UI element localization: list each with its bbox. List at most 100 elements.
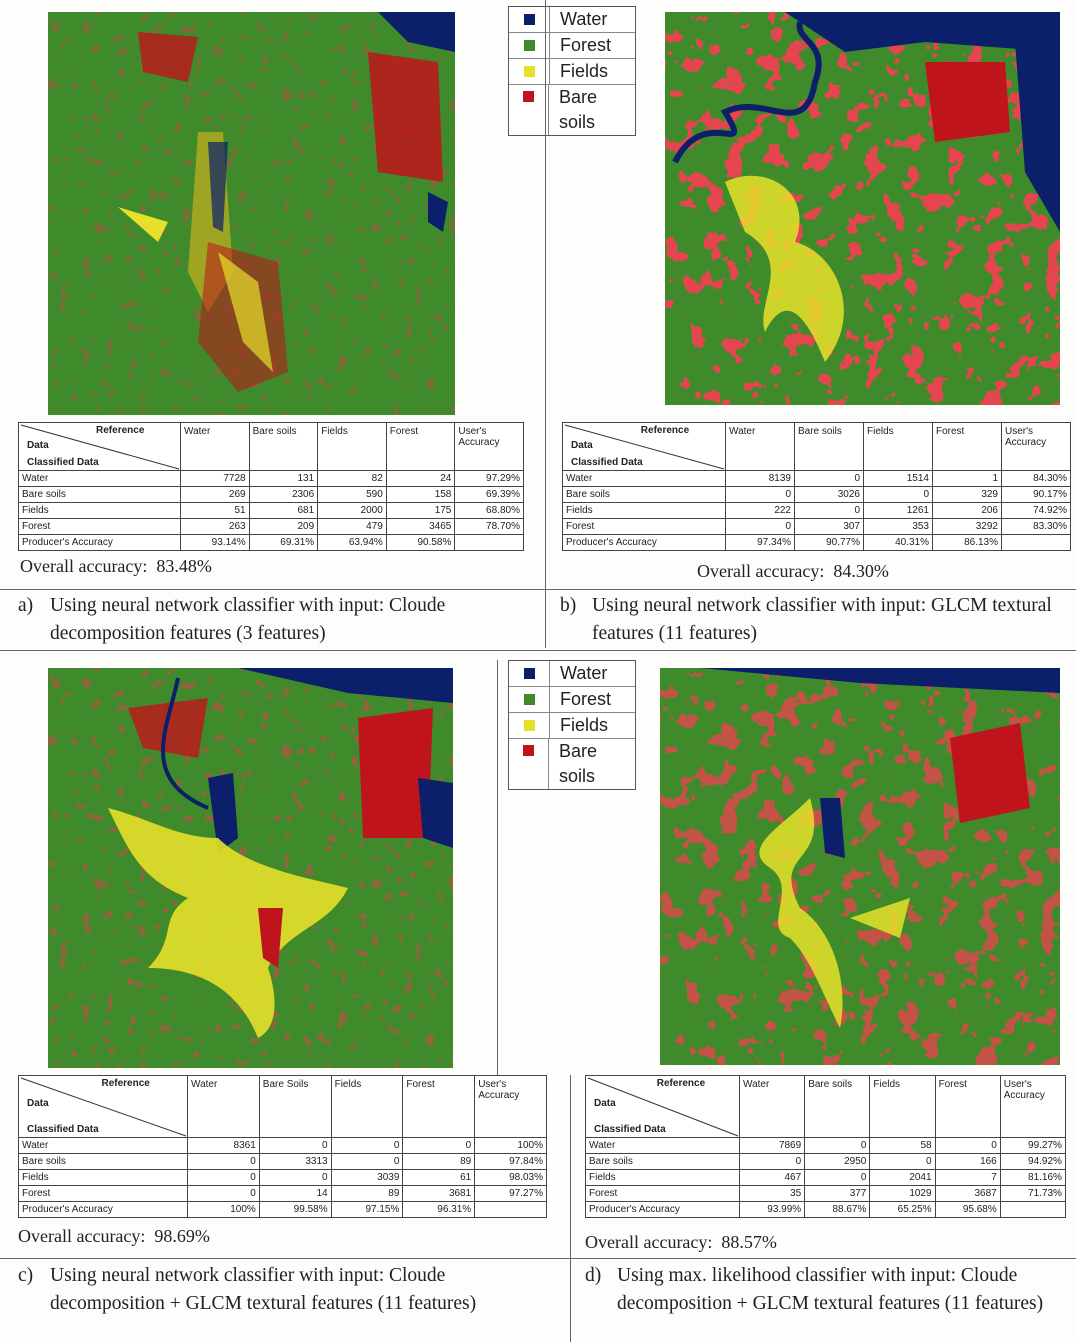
cell: 90.58% — [386, 535, 455, 551]
caption-label: d) — [585, 1262, 617, 1318]
divider — [570, 1075, 571, 1342]
cell: 65.25% — [870, 1202, 935, 1218]
header-row: ReferenceDataClassified DataWaterBare so… — [563, 423, 1071, 471]
empty-cell — [475, 1202, 547, 1218]
overall-accuracy: Overall accuracy: 88.57% — [585, 1232, 777, 1253]
header-reference: Reference — [641, 425, 689, 436]
row-label: Water — [19, 471, 181, 487]
table-row: Bare soils03026032990.17% — [563, 487, 1071, 503]
cell: 0 — [259, 1138, 331, 1154]
cell: 98.03% — [475, 1170, 547, 1186]
header-classified: Classified Data — [594, 1124, 666, 1135]
header-classified: Classified Data — [27, 1124, 99, 1135]
cell: 158 — [386, 487, 455, 503]
row-label: Fields — [586, 1170, 740, 1186]
column-header: Bare soils — [805, 1076, 870, 1138]
header-reference: Reference — [96, 425, 144, 436]
column-header: User's Accuracy — [475, 1076, 547, 1138]
cell: 0 — [188, 1154, 260, 1170]
row-label: Bare soils — [586, 1154, 740, 1170]
empty-cell — [1002, 535, 1071, 551]
legend-swatch — [523, 91, 534, 102]
row-label: Producer's Accuracy — [19, 1202, 188, 1218]
cell: 0 — [935, 1138, 1000, 1154]
row-label: Producer's Accuracy — [563, 535, 726, 551]
cell: 100% — [188, 1202, 260, 1218]
caption: b)Using neural network classifier with i… — [560, 592, 1072, 648]
cell: 74.92% — [1002, 503, 1071, 519]
column-header: User's Accuracy — [455, 423, 524, 471]
row-label: Producer's Accuracy — [586, 1202, 740, 1218]
cell: 7 — [935, 1170, 1000, 1186]
overall-value: 84.30% — [833, 561, 889, 581]
legend-swatch — [524, 668, 535, 679]
cell: 166 — [935, 1154, 1000, 1170]
row-label: Fields — [563, 503, 726, 519]
cell: 97.15% — [331, 1202, 403, 1218]
row-label: Forest — [563, 519, 726, 535]
cell: 99.27% — [1000, 1138, 1065, 1154]
overall-accuracy: Overall accuracy: 84.30% — [697, 561, 889, 582]
cell: 94.92% — [1000, 1154, 1065, 1170]
cell: 1261 — [864, 503, 933, 519]
column-header: Water — [181, 423, 250, 471]
divider — [0, 650, 1076, 651]
map-b — [665, 12, 1060, 405]
overall-label: Overall accuracy: — [20, 556, 147, 576]
corner-cell: ReferenceDataClassified Data — [586, 1076, 740, 1138]
legend-label: Bare soils — [549, 85, 631, 135]
column-header: User's Accuracy — [1002, 423, 1071, 471]
cell: 0 — [795, 503, 864, 519]
table-row: Fields0030396198.03% — [19, 1170, 547, 1186]
cell: 81.16% — [1000, 1170, 1065, 1186]
row-label: Forest — [586, 1186, 740, 1202]
legend-label: Water — [550, 7, 632, 32]
page: Water Forest Fields Bare soils Water For… — [0, 0, 1076, 1342]
overall-value: 83.48% — [156, 556, 212, 576]
legend-item: Forest — [509, 687, 635, 713]
caption-text: Using max. likelihood classifier with in… — [617, 1262, 1055, 1318]
divider — [545, 0, 546, 648]
legend-top: Water Forest Fields Bare soils — [508, 6, 636, 136]
cell: 3039 — [331, 1170, 403, 1186]
cell: 0 — [740, 1154, 805, 1170]
cell: 69.31% — [249, 535, 318, 551]
overall-accuracy: Overall accuracy: 83.48% — [20, 556, 212, 577]
overall-value: 88.57% — [721, 1232, 777, 1252]
header-row: ReferenceDataClassified DataWaterBare so… — [586, 1076, 1066, 1138]
cell: 175 — [386, 503, 455, 519]
cell: 353 — [864, 519, 933, 535]
caption-text: Using neural network classifier with inp… — [50, 592, 538, 648]
column-header: User's Accuracy — [1000, 1076, 1065, 1138]
empty-cell — [455, 535, 524, 551]
map-d — [660, 668, 1060, 1065]
cell: 88.67% — [805, 1202, 870, 1218]
cell: 2041 — [870, 1170, 935, 1186]
divider — [0, 1258, 1076, 1259]
row-label: Bare soils — [19, 1154, 188, 1170]
cell: 100% — [475, 1138, 547, 1154]
cell: 206 — [933, 503, 1002, 519]
cell: 209 — [249, 519, 318, 535]
legend-swatch — [524, 14, 535, 25]
overall-label: Overall accuracy: — [18, 1226, 145, 1246]
cell: 3313 — [259, 1154, 331, 1170]
legend-label: Fields — [550, 59, 632, 84]
cell: 7728 — [181, 471, 250, 487]
cell: 63.94% — [318, 535, 387, 551]
cell: 2306 — [249, 487, 318, 503]
header-data: Data — [27, 440, 49, 451]
legend-swatch — [524, 66, 535, 77]
cell: 96.31% — [403, 1202, 475, 1218]
cell: 7869 — [740, 1138, 805, 1154]
